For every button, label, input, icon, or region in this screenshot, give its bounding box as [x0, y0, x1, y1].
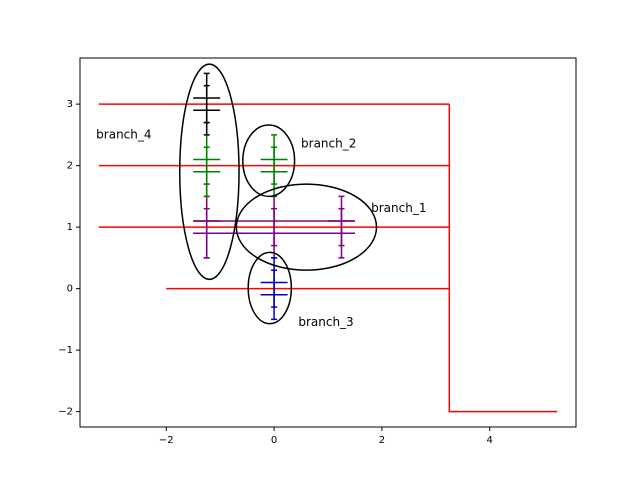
annotation-branch_4: branch_4	[96, 127, 151, 141]
y-tick-label: −1	[58, 345, 73, 356]
errorbar-branch_1-3	[193, 207, 221, 259]
annotation-branch_3: branch_3	[298, 315, 353, 329]
ellipse-branch_3	[247, 251, 293, 325]
annotation-branch_2: branch_2	[301, 137, 356, 151]
x-tick-label: 2	[379, 435, 385, 446]
ellipse-branch_4	[178, 63, 240, 281]
ellipse-branch_1	[235, 183, 378, 271]
errorbar-branch_2-7	[193, 146, 221, 198]
y-tick-label: 1	[67, 222, 73, 233]
errorbar-branch_4-13	[193, 84, 221, 136]
y-tick-label: −2	[58, 407, 73, 418]
x-tick-label: 0	[271, 435, 277, 446]
axis-ticks: −2 0 2 4 −2 −1 0 1 2 3	[58, 99, 493, 446]
errorbar-branch_3-11	[260, 269, 288, 321]
y-tick-label: 2	[67, 161, 73, 172]
annotation-branch_1: branch_1	[371, 201, 426, 215]
ellipse-branch_2	[242, 124, 296, 198]
x-tick-label: −2	[159, 435, 174, 446]
axes-frame	[79, 57, 577, 428]
errorbar-branch_1-4	[328, 207, 355, 259]
red-line-4	[448, 104, 558, 413]
x-tick-label: 4	[487, 435, 493, 446]
plot-area: branch_1 branch_2 branch_3 branch_4	[96, 63, 558, 413]
y-tick-label: 3	[67, 99, 73, 110]
y-tick-label: 0	[67, 284, 73, 295]
